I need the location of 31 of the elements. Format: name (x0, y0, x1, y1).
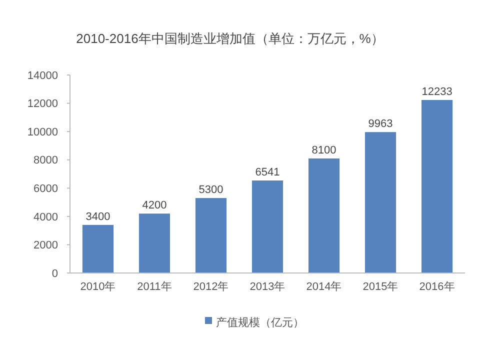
bar (364, 132, 396, 273)
x-tick-label: 2014年 (306, 281, 342, 293)
chart-title: 2010-2016年中国制造业增加值（单位：万亿元，%） (76, 31, 384, 46)
bar (138, 214, 170, 273)
bar (421, 100, 453, 273)
data-label: 8100 (312, 144, 336, 156)
y-tick-label: 8000 (34, 154, 58, 167)
legend-label: 产值规模（亿元） (216, 316, 304, 329)
x-tick-label: 2012年 (193, 281, 229, 293)
x-tick-label: 2010年 (80, 281, 116, 293)
y-tick-label: 4000 (34, 211, 58, 224)
bar (82, 224, 114, 273)
x-tick-label: 2016年 (419, 281, 455, 293)
data-label: 12233 (422, 86, 452, 98)
data-label: 9963 (368, 118, 393, 130)
bar (195, 198, 227, 273)
x-tick-label: 2015年 (362, 281, 398, 293)
bar (308, 158, 340, 273)
data-label: 6541 (255, 166, 280, 178)
data-label: 3400 (86, 210, 110, 223)
y-tick-label: 2000 (34, 240, 58, 252)
y-tick-label: 14000 (27, 70, 58, 82)
y-tick-label: 10000 (27, 126, 58, 138)
data-label: 5300 (198, 184, 224, 196)
data-label: 4200 (142, 200, 167, 212)
y-tick-label: 12000 (27, 98, 58, 110)
y-tick-label: 0 (52, 268, 58, 280)
bar (252, 180, 284, 273)
x-tick-label: 2011年 (137, 281, 172, 293)
x-tick-label: 2013年 (250, 281, 286, 293)
y-tick-label: 6000 (34, 182, 58, 195)
